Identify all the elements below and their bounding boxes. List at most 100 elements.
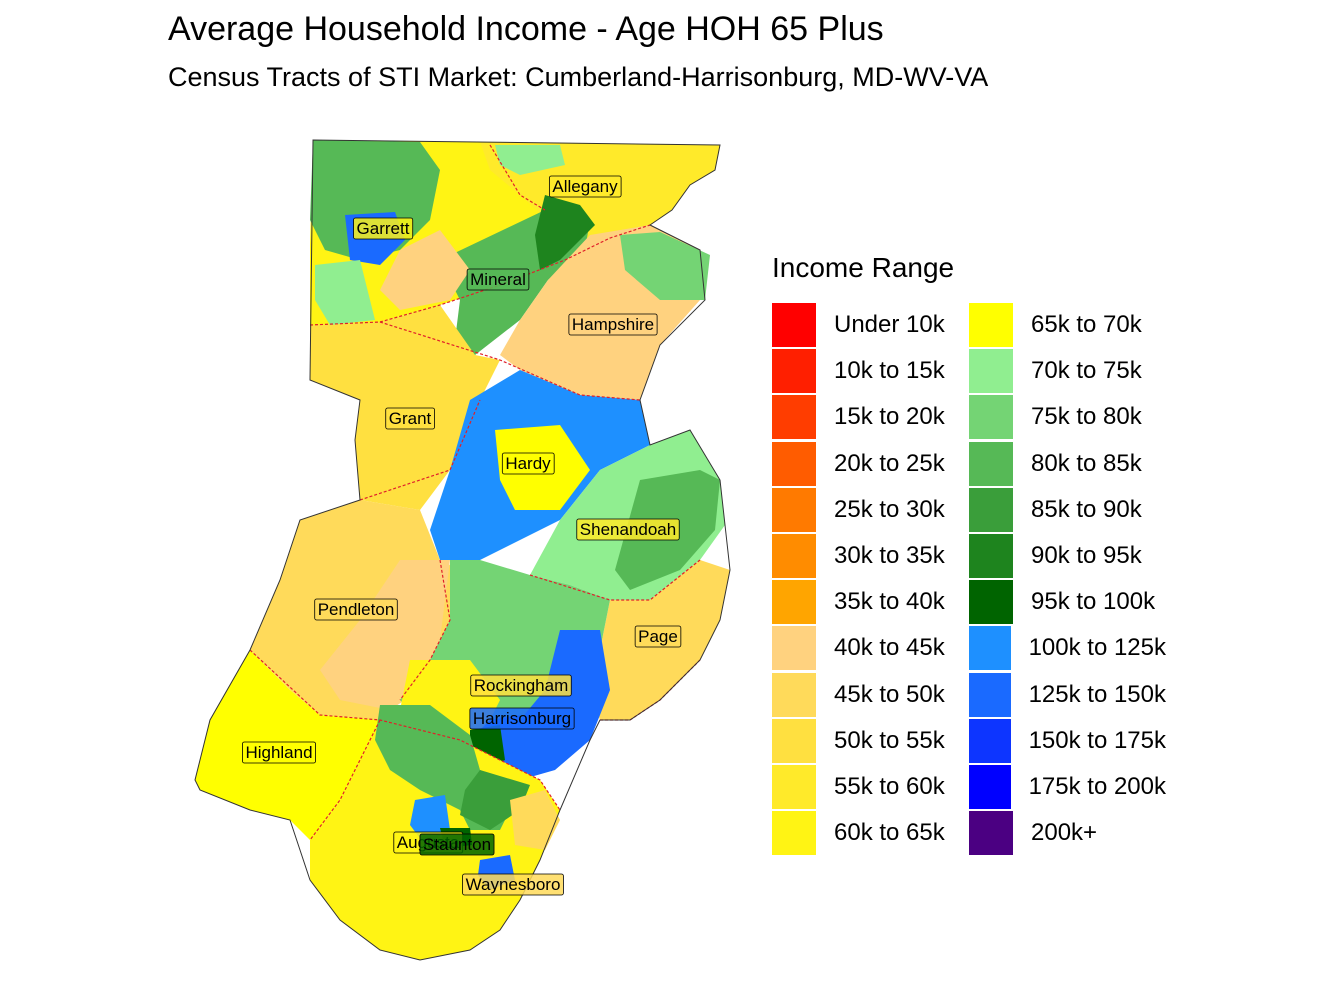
- county-label-text: Hampshire: [572, 315, 654, 334]
- border-allegany-mineral: [489, 144, 546, 211]
- county-label-text: Harrisonburg: [473, 709, 571, 728]
- legend-item: 80k to 85k: [969, 441, 1166, 487]
- county-label-hardy: Hardy: [501, 452, 555, 475]
- legend-label: 150k to 175k: [1028, 726, 1166, 754]
- legend-item: 15k to 20k: [772, 394, 969, 440]
- county-label-text: Highland: [245, 743, 312, 762]
- legend-swatch: [969, 349, 1013, 394]
- county-allegany-tract-a: [535, 195, 595, 270]
- legend-label: 40k to 45k: [834, 634, 945, 662]
- legend-label: 15k to 20k: [834, 403, 945, 431]
- legend-swatch: [772, 764, 816, 809]
- county-label-harrisonburg: Harrisonburg: [469, 707, 575, 730]
- legend-label: 35k to 40k: [834, 588, 945, 616]
- legend-column: Under 10k 10k to 15k 15k to 20k 20k to 25k 2…: [772, 302, 969, 856]
- legend-label: 85k to 90k: [1031, 495, 1142, 523]
- border-pendleton: [399, 559, 451, 701]
- legend-label: 95k to 100k: [1031, 588, 1156, 616]
- county-label-text: Allegany: [552, 177, 618, 196]
- county-label-text: Mineral: [470, 270, 526, 289]
- legend-item: 125k to 150k: [969, 672, 1166, 718]
- county-label-box: [501, 452, 555, 475]
- legend-label: 200k+: [1031, 819, 1098, 847]
- county-label-box: [634, 625, 682, 648]
- county-label-staunton: Staunton: [419, 833, 495, 856]
- legend-item: 65k to 70k: [969, 302, 1166, 348]
- county-augusta-tract: [510, 790, 560, 850]
- legend-swatch: [772, 811, 816, 856]
- county-label-box: [466, 268, 530, 291]
- legend-swatch: [772, 395, 816, 440]
- legend-label: 70k to 75k: [1031, 357, 1142, 385]
- county-label-box: [242, 741, 316, 764]
- legend-item: 20k to 25k: [772, 441, 969, 487]
- county-label-page: Page: [634, 625, 682, 648]
- legend-swatch: [772, 303, 816, 348]
- legend-label: 75k to 80k: [1031, 403, 1142, 431]
- legend-item: Under 10k: [772, 302, 969, 348]
- county-label-box: [470, 674, 572, 697]
- legend-label: 50k to 55k: [834, 726, 945, 754]
- legend-swatch: [772, 487, 816, 532]
- legend-label: 60k to 65k: [834, 819, 945, 847]
- border-highland: [309, 719, 381, 841]
- map-subtitle: Census Tracts of STI Market: Cumberland-…: [168, 62, 989, 92]
- county-garrett-tract-d: [380, 230, 470, 310]
- county-label-highland: Highland: [242, 741, 316, 764]
- legend-label: 30k to 35k: [834, 542, 945, 570]
- legend-item: 25k to 30k: [772, 487, 969, 533]
- county-label-text: Pendleton: [318, 600, 395, 619]
- legend-label: 100k to 125k: [1028, 634, 1166, 662]
- legend-label: 20k to 25k: [834, 449, 945, 477]
- legend-item: 75k to 80k: [969, 394, 1166, 440]
- legend-item: 30k to 35k: [772, 533, 969, 579]
- county-label-text: Page: [638, 627, 678, 646]
- county-label-pendleton: Pendleton: [314, 598, 398, 621]
- legend-label: 175k to 200k: [1028, 772, 1166, 800]
- legend-swatch: [969, 718, 1011, 763]
- county-label-text: Waynesboro: [466, 875, 561, 894]
- legend-swatch: [969, 395, 1013, 440]
- county-label-box: [462, 873, 564, 896]
- county-label-box: [469, 707, 575, 730]
- county-allegany-tract-b: [495, 145, 565, 175]
- legend-item: 85k to 90k: [969, 487, 1166, 533]
- county-label-text: Garrett: [357, 219, 410, 238]
- county-label-rockingham: Rockingham: [470, 674, 572, 697]
- county-label-garrett: Garrett: [353, 217, 414, 240]
- legend-swatch: [772, 718, 816, 763]
- county-label-box: [419, 833, 495, 856]
- legend-swatch: [969, 487, 1013, 532]
- legend-label: 55k to 60k: [834, 772, 945, 800]
- legend-swatch: [969, 580, 1013, 625]
- county-label-box: [385, 407, 435, 430]
- legend-swatch: [969, 626, 1011, 671]
- legend-item: 55k to 60k: [772, 764, 969, 810]
- county-label-hampshire: Hampshire: [568, 313, 658, 336]
- county-garrett-tract-c: [315, 260, 375, 325]
- legend-item: 60k to 65k: [772, 810, 969, 856]
- county-rockingham-east: [500, 630, 610, 780]
- legend-item: 45k to 50k: [772, 672, 969, 718]
- legend-swatch: [772, 672, 816, 717]
- county-label-box: [576, 518, 680, 541]
- legend-swatch: [969, 672, 1011, 717]
- county-label-box: [314, 598, 398, 621]
- legend-label: 45k to 50k: [834, 680, 945, 708]
- legend-swatch: [969, 811, 1013, 856]
- legend-swatch: [969, 303, 1013, 348]
- county-label-waynesboro: Waynesboro: [462, 873, 564, 896]
- legend-item: 95k to 100k: [969, 579, 1166, 625]
- legend-swatch: [969, 764, 1011, 809]
- legend-swatch: [772, 580, 816, 625]
- county-label-mineral: Mineral: [466, 268, 530, 291]
- legend-column: 65k to 70k 70k to 75k 75k to 80k 80k to 85k…: [969, 302, 1166, 856]
- legend-swatch: [969, 441, 1013, 486]
- county-label-box: [548, 175, 622, 198]
- county-label-box: [568, 313, 658, 336]
- legend-swatch: [969, 534, 1013, 579]
- legend-item: 50k to 55k: [772, 718, 969, 764]
- legend-swatch: [772, 441, 816, 486]
- legend-item: 35k to 40k: [772, 579, 969, 625]
